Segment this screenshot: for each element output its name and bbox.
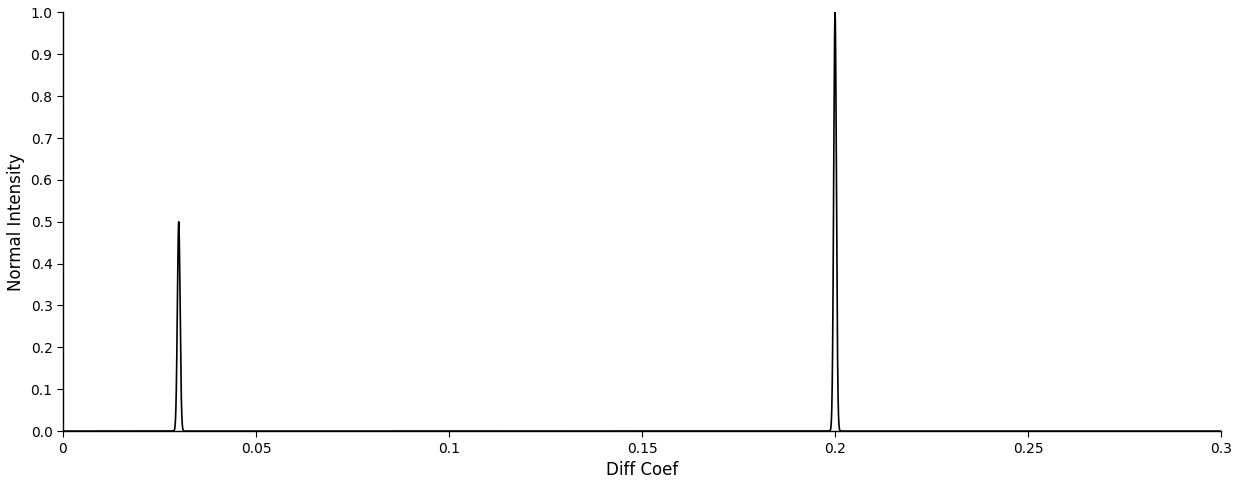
Y-axis label: Normal Intensity: Normal Intensity [7,153,25,291]
X-axis label: Diff Coef: Diff Coef [606,461,678,479]
